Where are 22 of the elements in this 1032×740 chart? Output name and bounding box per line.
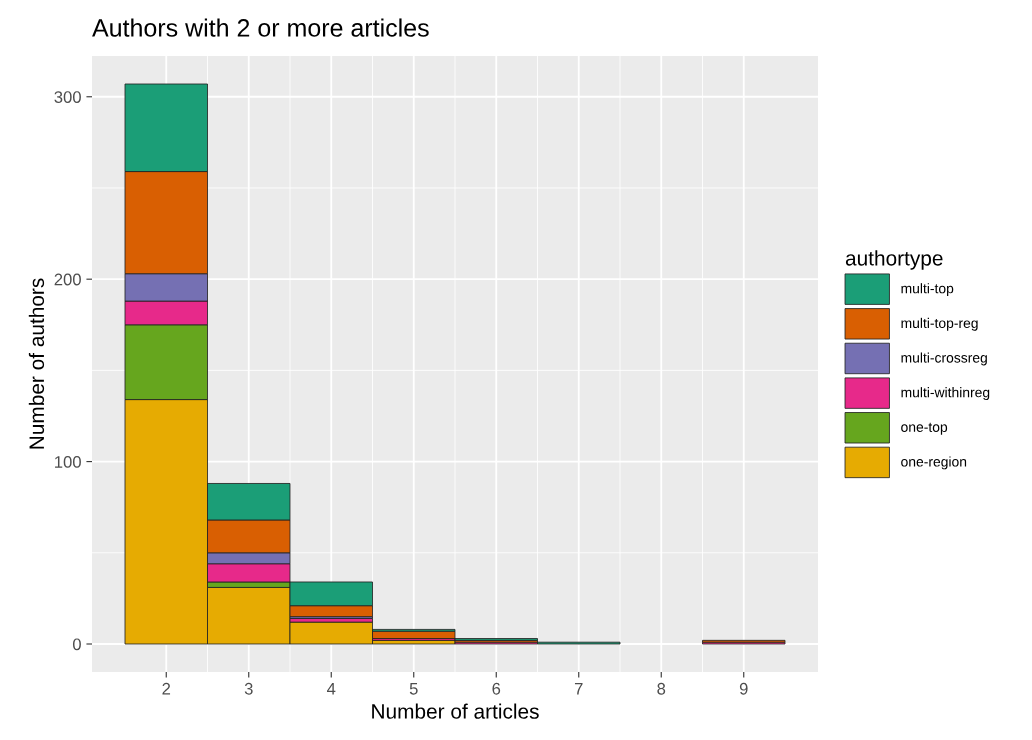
legend-label: multi-top-reg: [901, 317, 978, 331]
x-tick-label: 9: [739, 682, 748, 695]
legend-label: one-top: [901, 422, 948, 435]
legend-label: multi-withinreg: [901, 387, 990, 401]
y-tick-label: 0: [72, 638, 81, 651]
y-tick-label: 300: [54, 91, 81, 103]
x-tick-label: 5: [409, 683, 418, 695]
chart-title: Authors with 2 or more articles: [92, 18, 429, 37]
x-tick-label: 8: [657, 682, 666, 695]
legend-label: one-region: [901, 456, 967, 470]
x-tick-label: 6: [492, 682, 501, 695]
legend-label: multi-top: [901, 283, 954, 297]
x-tick-label: 3: [244, 682, 253, 695]
legend-label: multi-crossreg: [901, 352, 987, 366]
y-axis-title: Number of authors: [28, 278, 45, 449]
x-tick-label: 2: [162, 682, 171, 695]
x-axis-title: Number of articles: [372, 703, 539, 719]
legend-title: authortype: [845, 250, 943, 270]
y-tick-label: 100: [55, 455, 81, 468]
y-tick-label: 200: [54, 273, 81, 286]
x-tick-label: 4: [327, 683, 336, 695]
x-tick-label: 7: [574, 683, 583, 695]
